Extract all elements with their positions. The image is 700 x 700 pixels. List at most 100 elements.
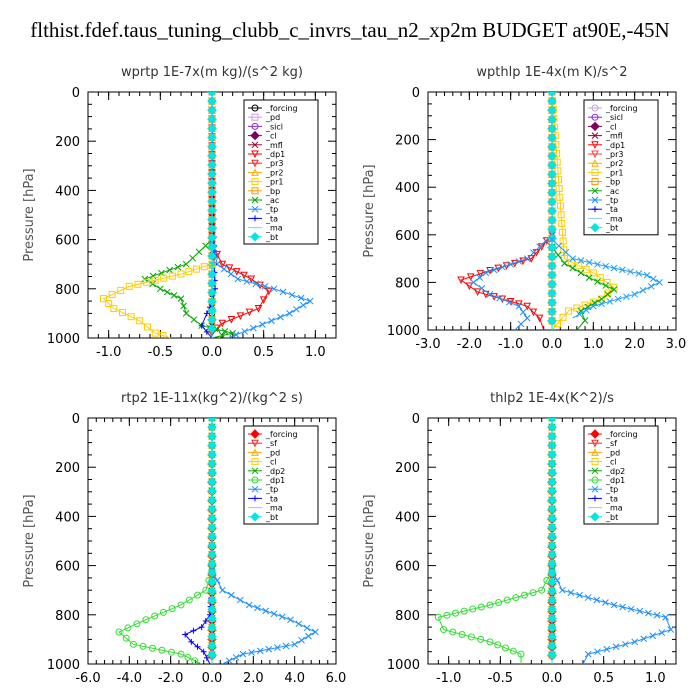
series-bt-point — [207, 477, 217, 487]
y-tick-label: 400 — [395, 510, 420, 525]
legend-swatch-marker — [591, 187, 599, 195]
legend-swatch-marker — [250, 429, 260, 439]
chart-panel-2: wpthlp 1E-4x(m K)/s^2 Pressure [hPa] 0 200 4… — [362, 65, 686, 352]
series-bt-point — [547, 613, 557, 624]
series-dp1-point — [124, 624, 132, 632]
legend-swatch-marker — [590, 512, 600, 522]
series-bt-point — [207, 178, 217, 188]
legend-label: _forcing — [265, 430, 298, 439]
series-tp-point — [218, 586, 226, 594]
legend-swatch-marker — [591, 113, 599, 121]
series-tp-point — [515, 258, 523, 265]
series-dp1-point — [227, 316, 236, 324]
series-tp-point — [631, 638, 639, 646]
series-sf-point — [105, 300, 113, 308]
series-bt-point — [207, 305, 217, 316]
legend-swatch-marker — [591, 104, 599, 112]
series-bt-markers — [207, 418, 217, 660]
series-ac-point — [577, 269, 585, 277]
x-tick-label: -6.0 — [75, 671, 100, 686]
legend-swatch-marker — [591, 196, 599, 204]
legend-label: _sicl — [265, 122, 283, 131]
series-tp-point — [517, 320, 525, 328]
legend-label: _tp — [605, 196, 618, 205]
series-ac-point — [598, 295, 605, 303]
series-bt-point — [547, 504, 557, 514]
series-bt-point — [547, 540, 557, 551]
series-tp-markers — [548, 567, 675, 658]
legend: _forcing_sf_pd_cl_dp2_dp1_tp_ta_ma_bt — [583, 425, 659, 525]
series-sf-point — [643, 271, 651, 279]
legend-swatch-marker — [591, 448, 599, 456]
series-tp-point — [220, 265, 228, 273]
y-tick-label: 600 — [55, 234, 80, 249]
series-tp-point — [567, 589, 575, 597]
legend-swatch-marker — [591, 178, 599, 186]
series-tp-point — [515, 302, 523, 310]
legend-label: _tp — [605, 485, 618, 494]
series-dp1-point — [452, 609, 460, 617]
legend-swatch-marker — [251, 458, 259, 466]
series-bt-point — [207, 214, 217, 225]
series-tp-point — [612, 643, 620, 651]
series-tp-point — [619, 603, 626, 611]
series-sf-point — [200, 263, 208, 271]
series-sf-point — [618, 266, 626, 274]
series-tp-point — [658, 629, 666, 636]
series-tp-point — [490, 266, 498, 274]
series-sf-point — [614, 295, 622, 303]
legend-label: _bt — [265, 233, 278, 242]
legend-label: _bt — [605, 224, 618, 233]
series-dp1-point — [185, 596, 193, 604]
series-sf-point — [635, 270, 643, 277]
series-pr1-point — [556, 193, 564, 201]
legend-label: _forcing — [265, 104, 298, 113]
series-pr1-point — [582, 265, 590, 273]
legend-label: _ta — [265, 214, 278, 223]
series-tp-point — [640, 635, 648, 643]
series-ac-line — [143, 239, 233, 338]
series-sf-point — [576, 310, 583, 318]
x-tick-label: -3.0 — [415, 337, 440, 352]
series-bt-point — [547, 92, 557, 97]
legend-swatch-marker — [251, 448, 259, 456]
series-bt-point — [207, 540, 217, 551]
legend-box — [583, 99, 659, 236]
series-ta-point — [203, 328, 210, 335]
legend-label: _pr1 — [265, 178, 283, 187]
series-bt-point — [207, 96, 217, 106]
series-tp-markers — [208, 236, 314, 338]
series-bt-point — [547, 449, 557, 460]
y-tick-label: 400 — [55, 510, 80, 525]
series-bt-point — [547, 197, 557, 207]
chart-title: wprtp 1E-7x(m kg)/(s^2 kg) — [121, 65, 303, 80]
series-sf-line — [551, 239, 661, 319]
legend-label: _pr3 — [605, 150, 623, 159]
legend-label: _cl — [265, 132, 277, 141]
legend-label: _pd — [265, 113, 280, 122]
series-bt-point — [547, 215, 557, 225]
series-bt-point — [207, 650, 217, 660]
series-sf-point — [151, 329, 159, 337]
figure-title: flthist.fdef.taus_tuning_clubb_c_invrs_t… — [30, 18, 670, 42]
series-bt-point — [207, 205, 217, 216]
series-pr1-point — [589, 269, 597, 277]
series-dp1-point — [535, 314, 544, 323]
series-bt-point — [207, 251, 217, 261]
series-ac-point — [190, 316, 198, 323]
series-pr1-point — [559, 313, 567, 321]
legend-label: _dp2 — [605, 467, 625, 476]
series-tp-point — [486, 290, 494, 298]
series-ac-point — [189, 254, 196, 262]
x-tick-label: 1.0 — [583, 337, 604, 352]
series-ac-point — [218, 332, 226, 338]
legend-swatch-marker — [251, 159, 259, 168]
legend-label: _mfl — [605, 132, 623, 141]
series-sf-point — [649, 275, 657, 283]
series-dp1-point — [434, 613, 442, 621]
legend-label: _tp — [265, 205, 278, 214]
series-bt-point — [547, 261, 557, 271]
series-tp-point — [627, 605, 635, 613]
series-tp-point — [254, 604, 261, 612]
